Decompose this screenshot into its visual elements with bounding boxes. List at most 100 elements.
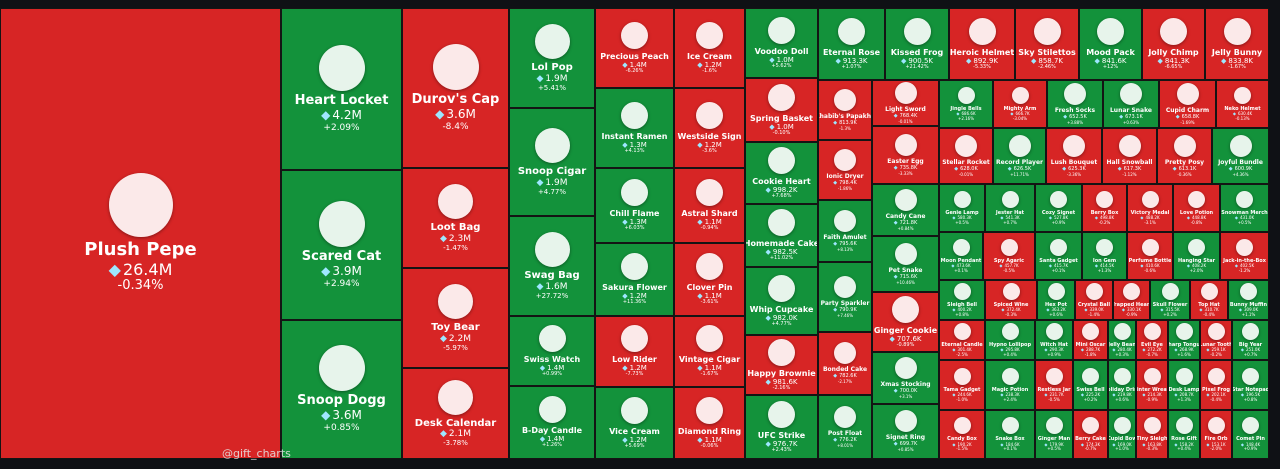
tile-swiss-bell[interactable]: Swiss Bell ◆ 225.2K +0.2%: [1073, 360, 1108, 410]
tile-tiny-sleigh[interactable]: Tiny Sleigh ◆ 163.8K -0.3%: [1136, 410, 1168, 459]
tile-westside-sign[interactable]: Westside Sign ◆ 1.2M -3.6%: [674, 88, 745, 168]
tile-ice-cream[interactable]: Ice Cream ◆ 1.2M -1.6%: [674, 8, 745, 88]
tile-ion-gem[interactable]: Ion Gem ◆ 414.5K +1.3%: [1082, 232, 1127, 280]
tile-tama-gadget[interactable]: Tama Gadget ◆ 244.6K -1.0%: [939, 360, 985, 410]
tile-cozy-signet[interactable]: Cozy Signet ◆ 527.8K +0.9%: [1035, 184, 1082, 232]
tile-cupid-charm[interactable]: Cupid Charm ◆ 658.8K -1.69%: [1159, 80, 1216, 128]
tile-lol-pop[interactable]: Lol Pop ◆ 1.9M +5.41%: [509, 8, 595, 108]
tile-durov-s-cap[interactable]: Durov's Cap ◆ 3.6M -8.4%: [402, 8, 509, 168]
tile-mood-pack[interactable]: Mood Pack ◆ 841.6K +12%: [1079, 8, 1142, 80]
tile-heroic-helmet[interactable]: Heroic Helmet ◆ 892.9K -5.33%: [949, 8, 1015, 80]
tile-spiced-wine[interactable]: Spiced Wine ◆ 372.4K -0.3%: [985, 280, 1037, 320]
tile-lunar-tooth[interactable]: Lunar Tooth ◆ 259.1K -0.2%: [1200, 320, 1232, 360]
tile-homemade-cake[interactable]: Homemade Cake ◆ 982.5K +11.02%: [745, 204, 818, 267]
tile-eternal-candle[interactable]: Eternal Candle ◆ 301.4K -2.5%: [939, 320, 985, 360]
tile-cupid-bow[interactable]: Cupid Bow ◆ 169.0K +1.0%: [1108, 410, 1136, 459]
tile-vintage-cigar[interactable]: Vintage Cigar ◆ 1.1M -1.67%: [674, 316, 745, 387]
tile-mini-oscar[interactable]: Mini Oscar ◆ 288.7K -1.8%: [1073, 320, 1108, 360]
tile-crystal-ball[interactable]: Crystal Ball ◆ 339.0K -1.4%: [1075, 280, 1113, 320]
tile-berry-cake[interactable]: Berry Cake ◆ 174.3K -0.7%: [1073, 410, 1108, 459]
tile-kissed-frog[interactable]: Kissed Frog ◆ 900.5K +21.42%: [885, 8, 949, 80]
tile-jelly-bean[interactable]: Jelly Bean ◆ 280.4K +0.3%: [1108, 320, 1136, 360]
tile-snowman-merch[interactable]: Snowman Merch ◆ 431.0K +0.5%: [1220, 184, 1269, 232]
tile-skull-flower[interactable]: Skull Flower ◆ 315.5K +0.2%: [1150, 280, 1190, 320]
tile-khabib-s-papakha[interactable]: Khabib's Papakha◆813.9K-1.3%: [818, 80, 872, 140]
tile-trapped-heart[interactable]: Trapped Heart ◆ 330.1K -0.9%: [1113, 280, 1150, 320]
tile-fresh-socks[interactable]: Fresh Socks ◆ 652.5K +3.88%: [1047, 80, 1103, 128]
tile-comet-pin[interactable]: Comet Pin ◆ 148.4K +0.9%: [1232, 410, 1269, 459]
tile-party-sparkler[interactable]: Party Sparkler ◆ 790.9K +7.46%: [818, 262, 872, 332]
tile-sharp-tongue[interactable]: Sharp Tongue◆268.9K+1.6%: [1168, 320, 1200, 360]
tile-pet-snake[interactable]: Pet Snake ◆ 715.6K +10.46%: [872, 236, 939, 292]
tile-precious-peach[interactable]: Precious Peach ◆ 1.4M -6.26%: [595, 8, 674, 88]
tile-genie-lamp[interactable]: Genie Lamp ◆ 580.3K +0.5%: [939, 184, 985, 232]
tile-candy-cane[interactable]: Candy Cane ◆ 721.8K +0.84%: [872, 184, 939, 236]
tile-evil-eye[interactable]: Evil Eye ◆ 272.2K -0.7%: [1136, 320, 1168, 360]
tile-mighty-arm[interactable]: Mighty Arm ◆ 666.7K -3.04%: [993, 80, 1047, 128]
tile-jelly-bunny[interactable]: Jelly Bunny ◆ 833.8K -1.67%: [1205, 8, 1269, 80]
tile-hanging-star[interactable]: Hanging Star ◆ 408.2K +2.0%: [1173, 232, 1220, 280]
tile-jack-in-the-box[interactable]: Jack-in-the-Box ◆ 402.5K -1.2%: [1220, 232, 1269, 280]
tile-big-year[interactable]: Big Year ◆ 251.0K +0.7%: [1232, 320, 1269, 360]
tile-pretty-posy[interactable]: Pretty Posy ◆ 613.1K -0.36%: [1157, 128, 1212, 184]
tile-sleigh-bell[interactable]: Sleigh Bell ◆ 400.2K +0.8%: [939, 280, 985, 320]
tile-toy-bear[interactable]: Toy Bear ◆ 2.2M -5.97%: [402, 268, 509, 368]
tile-eternal-rose[interactable]: Eternal Rose ◆ 913.3K +1.07%: [818, 8, 885, 80]
tile-rose-gift[interactable]: Rose Gift ◆ 158.2K +0.4%: [1168, 410, 1200, 459]
tile-jolly-chimp[interactable]: Jolly Chimp ◆ 841.3K -6.65%: [1142, 8, 1205, 80]
tile-swiss-watch[interactable]: Swiss Watch ◆ 1.4M +0.99%: [509, 316, 595, 386]
tile-snoop-dogg[interactable]: Snoop Dogg ◆ 3.6M +0.85%: [281, 320, 402, 459]
tile-santa-gadget[interactable]: Santa Gadget ◆ 415.7K +0.1%: [1035, 232, 1082, 280]
tile-clover-pin[interactable]: Clover Pin ◆ 1.1M -3.61%: [674, 243, 745, 316]
tile-chill-flame[interactable]: Chill Flame ◆ 1.3M +6.03%: [595, 168, 674, 243]
tile-ufc-strike[interactable]: UFC Strike ◆ 976.7K +2.43%: [745, 395, 818, 459]
tile-hypno-lollipop[interactable]: Hypno Lollipop ◆ 295.8K +0.4%: [985, 320, 1035, 360]
tile-b-day-candle[interactable]: B-Day Candle ◆ 1.4M +1.26%: [509, 386, 595, 459]
tile-light-sword[interactable]: Light Sword ◆ 768.4K -0.01%: [872, 80, 939, 126]
tile-easter-egg[interactable]: Easter Egg ◆ 735.8K -3.33%: [872, 126, 939, 184]
tile-plush-pepe[interactable]: Plush Pepe ◆ 26.4M -0.34%: [0, 8, 281, 459]
tile-winter-wreath[interactable]: Winter Wreath◆214.3K-0.9%: [1136, 360, 1168, 410]
tile-perfume-bottle[interactable]: Perfume Bottle ◆ 410.6K -0.6%: [1127, 232, 1173, 280]
tile-top-hat[interactable]: Top Hat ◆ 310.7K -0.4%: [1190, 280, 1228, 320]
tile-sakura-flower[interactable]: Sakura Flower ◆ 1.2M +11.36%: [595, 243, 674, 316]
tile-star-notepad[interactable]: Star Notepad ◆ 196.5K +0.8%: [1232, 360, 1269, 410]
tile-magic-potion[interactable]: Magic Potion ◆ 238.3K +2.4%: [985, 360, 1035, 410]
tile-voodoo-doll[interactable]: Voodoo Doll ◆ 1.0M +5.62%: [745, 8, 818, 78]
tile-fire-orb[interactable]: Fire Orb ◆ 153.1K -2.0%: [1200, 410, 1232, 459]
tile-pixel-frog[interactable]: Pixel Frog ◆ 202.1K -0.4%: [1200, 360, 1232, 410]
tile-witch-hat[interactable]: Witch Hat ◆ 290.3K +0.9%: [1035, 320, 1073, 360]
tile-desk-lamp[interactable]: Desk Lamp ◆ 208.7K +1.3%: [1168, 360, 1200, 410]
tile-snake-box[interactable]: Snake Box ◆ 184.6K +0.1%: [985, 410, 1035, 459]
tile-low-rider[interactable]: Low Rider ◆ 1.2M -7.73%: [595, 316, 674, 387]
tile-berry-box[interactable]: Berry Box ◆ 498.8K -0.2%: [1082, 184, 1127, 232]
tile-faith-amulet[interactable]: Faith Amulet ◆ 795.6K +8.13%: [818, 200, 872, 262]
tile-signet-ring[interactable]: Signet Ring ◆ 699.7K +0.85%: [872, 404, 939, 459]
tile-spy-agaric[interactable]: Spy Agaric ◆ 457.7K -0.5%: [983, 232, 1035, 280]
tile-love-potion[interactable]: Love Potion ◆ 448.8K -0.8%: [1173, 184, 1220, 232]
tile-whip-cupcake[interactable]: Whip Cupcake ◆ 982.0K +4.77%: [745, 267, 818, 335]
tile-bunny-muffin[interactable]: Bunny Muffin ◆ 309.0K +1.1%: [1228, 280, 1269, 320]
tile-instant-ramen[interactable]: Instant Ramen ◆ 1.3M +4.13%: [595, 88, 674, 168]
tile-post-float[interactable]: Post Float ◆ 776.2K +8.01%: [818, 395, 872, 459]
tile-xmas-stocking[interactable]: Xmas Stocking ◆ 700.0K +3.1%: [872, 352, 939, 404]
tile-sky-stilettos[interactable]: Sky Stilettos ◆ 858.7K -2.46%: [1015, 8, 1079, 80]
tile-diamond-ring[interactable]: Diamond Ring ◆ 1.1M -0.06%: [674, 387, 745, 459]
tile-astral-shard[interactable]: Astral Shard ◆ 1.1M -0.94%: [674, 168, 745, 243]
tile-happy-brownie[interactable]: Happy Brownie ◆ 981.6K -2.16%: [745, 335, 818, 395]
tile-ionic-dryer[interactable]: Ionic Dryer ◆ 798.4K -1.86%: [818, 140, 872, 200]
tile-lunar-snake[interactable]: Lunar Snake ◆ 673.1K +0.63%: [1103, 80, 1159, 128]
tile-moon-pendant[interactable]: Moon Pendant ◆ 473.6K +0.1%: [939, 232, 983, 280]
tile-stellar-rocket[interactable]: Stellar Rocket ◆ 628.0K -0.01%: [939, 128, 993, 184]
tile-ginger-man[interactable]: Ginger Man ◆ 179.9K +0.5%: [1035, 410, 1073, 459]
tile-joyful-bundle[interactable]: Joyful Bundle ◆ 600.9K +4.36%: [1212, 128, 1269, 184]
tile-hall-snowball[interactable]: Hall Snowball ◆ 617.3K -1.12%: [1102, 128, 1157, 184]
tile-restless-jar[interactable]: Restless Jar ◆ 231.7K -0.5%: [1035, 360, 1073, 410]
tile-record-player[interactable]: Record Player ◆ 626.5K +11.71%: [993, 128, 1046, 184]
tile-ginger-cookie[interactable]: Ginger Cookie ◆ 707.6K -0.89%: [872, 292, 939, 352]
tile-hex-pot[interactable]: Hex Pot ◆ 363.2K +0.6%: [1037, 280, 1075, 320]
tile-neko-helmet[interactable]: Neko Helmet ◆ 630.4K -0.13%: [1216, 80, 1269, 128]
tile-candy-box[interactable]: Candy Box ◆ 190.2K -1.5%: [939, 410, 985, 459]
tile-vice-cream[interactable]: Vice Cream ◆ 1.2M +5.69%: [595, 387, 674, 459]
tile-swag-bag[interactable]: Swag Bag ◆ 1.6M +27.72%: [509, 216, 595, 316]
